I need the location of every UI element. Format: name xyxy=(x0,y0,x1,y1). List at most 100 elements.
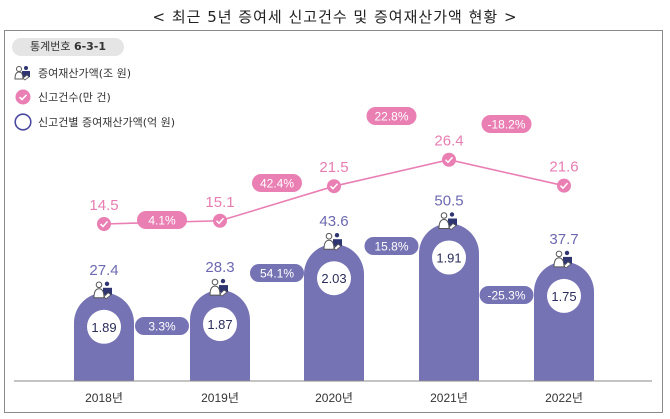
bar-value-label: 27.4 xyxy=(89,262,118,279)
bar-value-label: 43.6 xyxy=(319,213,348,230)
growth-pill-bg xyxy=(481,115,532,133)
people-handshake-icon xyxy=(209,278,228,297)
x-tick-label: 2019년 xyxy=(201,391,239,405)
x-tick-label: 2020년 xyxy=(315,391,353,405)
growth-pill-label: 42.4% xyxy=(260,177,294,191)
icon-part xyxy=(220,278,226,284)
icon-part xyxy=(553,257,565,268)
check-icon xyxy=(99,220,109,228)
case-count-value-label: 14.5 xyxy=(89,197,118,214)
purple-ring-icon xyxy=(14,113,32,131)
per-case-label: 1.87 xyxy=(207,317,232,332)
check-icon xyxy=(559,182,569,190)
icon-part xyxy=(563,261,572,269)
icon-part xyxy=(564,250,570,256)
legend-item-per-case-amount: 신고건별 증여재산가액(억 원) xyxy=(14,113,175,131)
bar-growth-pill: 15.8% xyxy=(364,237,419,255)
legend-label: 신고건별 증여재산가액(억 원) xyxy=(38,116,176,129)
case-count-marker xyxy=(213,213,227,228)
stat-number-label: 통계번호 xyxy=(29,40,71,53)
legend-item-gift-amount: 증여재산가액(조 원) xyxy=(14,64,131,82)
icon-part xyxy=(93,288,105,299)
bar-value-label: 37.7 xyxy=(549,231,578,248)
growth-pill-bg xyxy=(250,264,304,282)
icon-part xyxy=(448,222,457,231)
growth-pill-bg xyxy=(135,317,189,335)
per-case-label: 1.91 xyxy=(436,251,461,266)
icon-part xyxy=(219,289,228,297)
case-count-value-label: 15.1 xyxy=(205,194,234,211)
growth-pill-bg xyxy=(364,237,419,255)
check-icon xyxy=(215,217,225,225)
growth-pill-bg xyxy=(252,174,302,192)
legend-label: 신고건수(만 건) xyxy=(38,91,111,104)
icon-part xyxy=(333,243,342,251)
bar-growth-pill: 54.1% xyxy=(250,264,304,282)
growth-pill-label: 3.3% xyxy=(148,320,176,334)
icon-part xyxy=(449,212,455,217)
case-count-value-label: 26.4 xyxy=(434,133,463,150)
bar-growth-pill: -25.3% xyxy=(479,286,534,304)
pink-check-circle-icon xyxy=(14,88,32,106)
icon-part xyxy=(325,232,333,240)
per-case-label: 2.03 xyxy=(321,271,346,286)
icon-part xyxy=(438,218,450,229)
case-count-marker xyxy=(327,179,341,194)
icon-part xyxy=(103,292,112,300)
line-growth-pill: -18.2% xyxy=(481,115,532,133)
line-growth-pill: 22.8% xyxy=(366,107,417,125)
people-handshake-icon xyxy=(323,232,342,251)
per-case-circle xyxy=(87,309,121,344)
growth-pill-label: 15.8% xyxy=(374,240,408,254)
icon-part xyxy=(563,256,572,264)
icon-part xyxy=(440,212,448,219)
x-tick-label: 2022년 xyxy=(545,391,583,405)
stat-number-badge: 통계번호 6-3-1 xyxy=(12,38,124,56)
case-count-value-label: 21.6 xyxy=(549,159,578,176)
icon-part xyxy=(555,250,563,258)
per-case-circle xyxy=(432,240,466,275)
growth-pill-bg xyxy=(137,211,187,229)
line-growth-pill: 4.1% xyxy=(137,211,187,229)
people-handshake-icon xyxy=(438,212,457,231)
case-count-marker xyxy=(442,152,456,167)
stat-number-value: 6-3-1 xyxy=(73,40,107,53)
growth-pill-label: 22.8% xyxy=(374,110,408,124)
case-count-marker xyxy=(557,178,571,193)
icon-part xyxy=(209,285,221,296)
icon-part xyxy=(104,281,110,286)
people-handshake-icon xyxy=(93,281,112,300)
per-case-label: 1.75 xyxy=(551,289,576,304)
per-case-circle xyxy=(203,307,237,342)
growth-pill-label: -25.3% xyxy=(487,289,525,303)
icon-part xyxy=(448,218,457,226)
check-icon xyxy=(444,156,454,164)
icon-part xyxy=(333,239,342,247)
legend-item-case-count: 신고건수(만 건) xyxy=(14,88,111,106)
chart-title: < 최근 5년 증여세 신고건수 및 증여재산가액 현황 > xyxy=(152,8,518,26)
legend-label: 증여재산가액(조 원) xyxy=(38,67,132,80)
icon-part xyxy=(95,281,103,289)
x-tick-label: 2021년 xyxy=(430,391,468,405)
per-case-circle xyxy=(317,261,351,296)
per-case-circle xyxy=(547,278,581,313)
x-tick-label: 2018년 xyxy=(85,391,123,405)
case-count-marker xyxy=(97,217,111,231)
growth-pill-label: 4.1% xyxy=(148,214,176,228)
growth-pill-label: 54.1% xyxy=(260,267,294,281)
line-growth-pill: 42.4% xyxy=(252,174,302,192)
check-icon xyxy=(329,183,339,190)
growth-pill-bg xyxy=(366,107,417,125)
icon-part xyxy=(103,287,112,295)
people-handshake-icon xyxy=(553,250,572,269)
bar-growth-pill: 3.3% xyxy=(135,317,189,335)
people-handshake-icon xyxy=(14,64,32,82)
per-case-label: 1.89 xyxy=(91,320,116,335)
growth-pill-label: -18.2% xyxy=(487,118,525,132)
bar-value-label: 28.3 xyxy=(205,259,234,276)
icon-part xyxy=(323,239,335,250)
case-count-value-label: 21.5 xyxy=(319,159,348,176)
chart-frame xyxy=(4,30,663,413)
icon-part xyxy=(334,233,340,238)
